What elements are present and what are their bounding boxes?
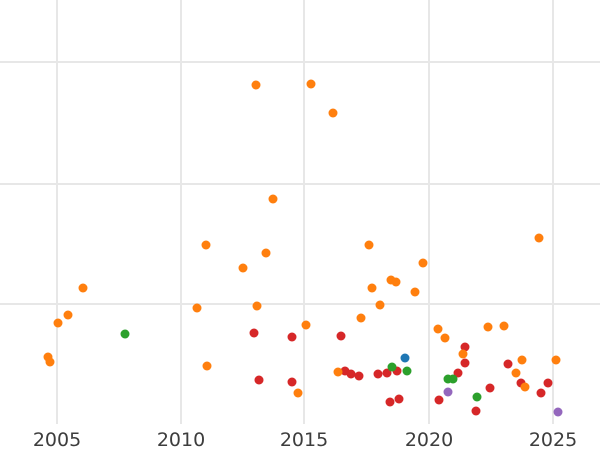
scatter-point-red-series — [254, 375, 264, 385]
scatter-point-orange-series — [238, 263, 248, 273]
scatter-point-orange-series — [551, 355, 561, 365]
scatter-point-red-series — [394, 394, 404, 404]
scatter-point-red-series — [336, 331, 346, 341]
scatter-point-orange-series — [375, 300, 385, 310]
scatter-point-red-series — [249, 328, 259, 338]
scatter-point-orange-series — [458, 349, 468, 359]
scatter-point-purple-series — [443, 387, 453, 397]
scatter-point-green-series — [387, 362, 397, 372]
scatter-point-orange-series — [328, 108, 338, 118]
scatter-point-red-series — [453, 368, 463, 378]
scatter-point-red-series — [385, 397, 395, 407]
scatter-point-red-series — [287, 377, 297, 387]
scatter-point-orange-series — [391, 277, 401, 287]
scatter-point-red-series — [460, 342, 470, 352]
scatter-point-green-series — [120, 329, 130, 339]
scatter-point-red-series — [503, 359, 513, 369]
scatter-point-orange-series — [251, 80, 261, 90]
scatter-point-green-series — [402, 366, 412, 376]
scatter-point-red-series — [471, 406, 481, 416]
scatter-point-blue-series — [400, 353, 410, 363]
scatter-point-orange-series — [440, 333, 450, 343]
scatter-point-orange-series — [261, 248, 271, 258]
scatter-point-orange-series — [333, 367, 343, 377]
scatter-point-green-series — [448, 374, 458, 384]
scatter-point-red-series — [373, 369, 383, 379]
scatter-point-red-series — [485, 383, 495, 393]
scatter-point-red-series — [346, 369, 356, 379]
scatter-point-orange-series — [356, 313, 366, 323]
scatter-point-orange-series — [45, 357, 55, 367]
x-axis-tick-label: 2020 — [405, 429, 453, 450]
scatter-point-orange-series — [418, 258, 428, 268]
scatter-point-orange-series — [202, 361, 212, 371]
scatter-point-orange-series — [63, 310, 73, 320]
scatter-point-orange-series — [433, 324, 443, 334]
scatter-point-red-series — [382, 368, 392, 378]
scatter-point-red-series — [543, 378, 553, 388]
scatter-point-purple-series — [553, 407, 563, 417]
scatter-point-orange-series — [252, 301, 262, 311]
scatter-point-green-series — [472, 392, 482, 402]
x-axis-tick-label: 2010 — [157, 429, 205, 450]
scatter-point-orange-series — [534, 233, 544, 243]
x-axis-tick-label: 2025 — [529, 429, 577, 450]
scatter-point-orange-series — [499, 321, 509, 331]
x-axis-tick-label: 2005 — [33, 429, 81, 450]
scatter-point-orange-series — [293, 388, 303, 398]
scatter-point-orange-series — [483, 322, 493, 332]
scatter-point-orange-series — [306, 79, 316, 89]
scatter-point-red-series — [354, 371, 364, 381]
scatter-point-orange-series — [192, 303, 202, 313]
scatter-point-orange-series — [268, 194, 278, 204]
scatter-point-orange-series — [517, 355, 527, 365]
scatter-point-orange-series — [367, 283, 377, 293]
scatter-point-red-series — [287, 332, 297, 342]
scatter-point-orange-series — [78, 283, 88, 293]
scatter-point-red-series — [460, 358, 470, 368]
scatter-point-orange-series — [511, 368, 521, 378]
scatter-point-red-series — [434, 395, 444, 405]
scatter-point-orange-series — [201, 240, 211, 250]
scatter-point-orange-series — [364, 240, 374, 250]
scatter-point-orange-series — [301, 320, 311, 330]
x-axis-tick-label: 2015 — [280, 429, 328, 450]
scatter-point-red-series — [536, 388, 546, 398]
scatter-point-orange-series — [520, 382, 530, 392]
scatter-point-orange-series — [53, 318, 63, 328]
scatter-point-orange-series — [410, 287, 420, 297]
